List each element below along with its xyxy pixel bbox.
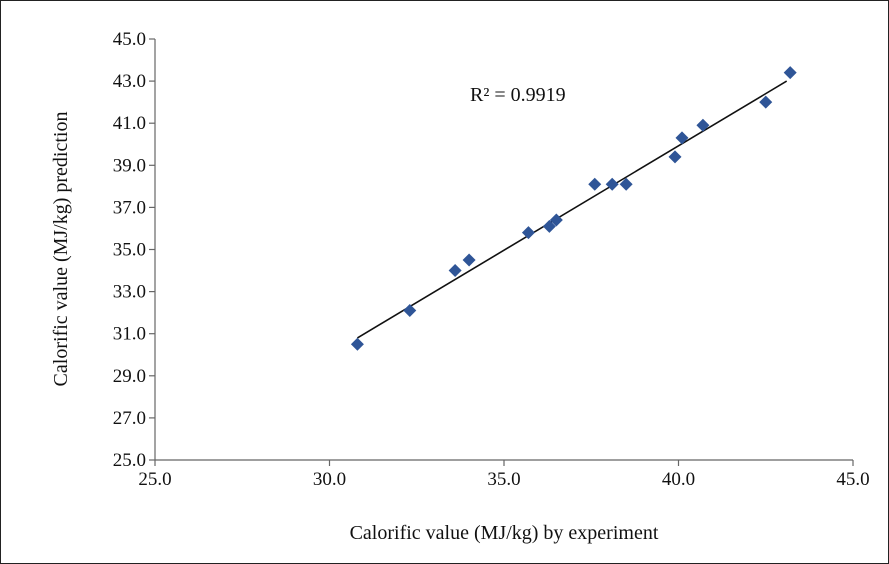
x-tick-label: 25.0 — [138, 469, 171, 490]
axis-ticks: 25.0 27.0 29.0 31.0 33.0 35.0 37.0 39.0 41.0 43.0… — [113, 29, 870, 490]
y-tick-label: 39.0 — [113, 155, 146, 176]
x-tick-label: 45.0 — [836, 469, 869, 490]
y-axis-title: Calorific value (MJ/kg) prediction — [50, 112, 72, 387]
x-tick-label: 35.0 — [487, 469, 520, 490]
data-point — [605, 177, 619, 191]
data-point — [521, 226, 535, 240]
y-tick-label: 29.0 — [113, 366, 146, 387]
y-tick-label: 35.0 — [113, 240, 146, 261]
trendline-layer — [357, 80, 788, 339]
data-point — [462, 253, 476, 267]
data-points — [350, 66, 797, 351]
trendline — [357, 80, 788, 339]
data-point — [403, 304, 417, 318]
y-tick-label: 31.0 — [113, 324, 146, 345]
y-tick-label: 45.0 — [113, 29, 146, 50]
x-tick-label: 40.0 — [662, 469, 695, 490]
y-tick-label: 25.0 — [113, 450, 146, 471]
data-point — [542, 219, 556, 233]
y-tick-label: 41.0 — [113, 113, 146, 134]
y-tick-label: 37.0 — [113, 197, 146, 218]
data-point — [549, 213, 563, 227]
data-point — [696, 118, 710, 132]
data-point — [675, 131, 689, 145]
r-squared-annotation: R² = 0.9919 — [470, 84, 566, 106]
data-point — [448, 264, 462, 278]
data-point — [619, 177, 633, 191]
data-point — [668, 150, 682, 164]
y-tick-label: 43.0 — [113, 71, 146, 92]
data-point — [588, 177, 602, 191]
x-axis-title: Calorific value (MJ/kg) by experiment — [350, 522, 659, 544]
x-tick-label: 30.0 — [313, 469, 346, 490]
data-point — [350, 337, 364, 351]
data-point — [783, 66, 797, 80]
data-point — [759, 95, 773, 109]
y-tick-label: 33.0 — [113, 282, 146, 303]
y-tick-label: 27.0 — [113, 408, 146, 429]
